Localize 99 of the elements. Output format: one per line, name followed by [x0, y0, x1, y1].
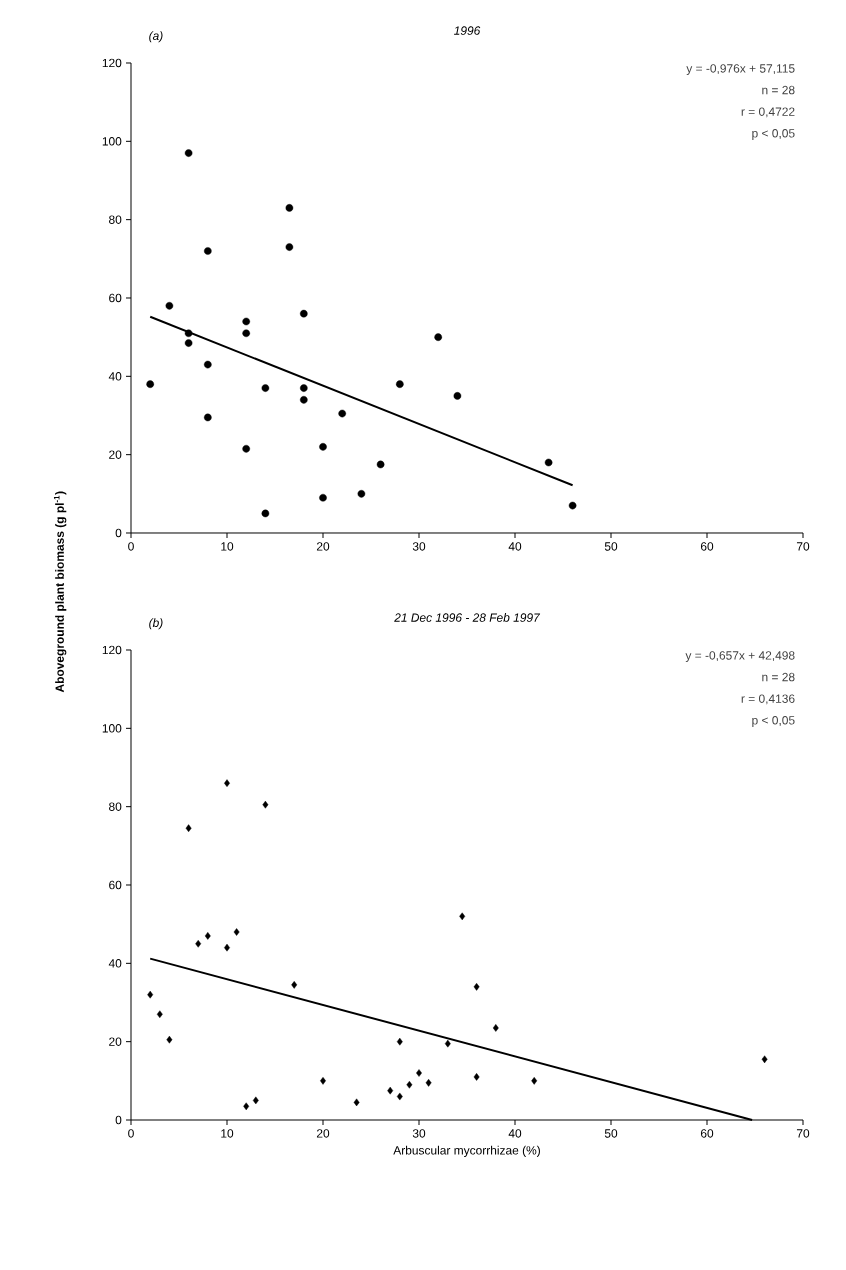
x-tick-label: 70: [796, 542, 810, 551]
y-tick-label: 100: [102, 724, 122, 733]
point: [184, 339, 193, 347]
point: [156, 1010, 163, 1019]
point: [473, 1073, 480, 1081]
x-tick-label: 40: [508, 1129, 522, 1138]
x-tick-label: 50: [604, 542, 618, 551]
x-tick-label: 30: [412, 1129, 426, 1138]
point: [406, 1080, 413, 1089]
annotation: p < 0,05: [752, 716, 795, 727]
point: [242, 329, 250, 338]
x-tick-label: 20: [316, 1129, 330, 1138]
point: [262, 800, 269, 809]
y-tick-label: 80: [109, 802, 122, 811]
point: [184, 149, 193, 157]
point: [242, 317, 250, 326]
x-tick-label: 60: [700, 542, 714, 551]
point: [416, 1069, 422, 1077]
point: [387, 1086, 394, 1095]
point: [444, 1039, 451, 1048]
chart-title: 21 Dec 1996 - 28 Feb 1997: [394, 613, 541, 622]
point: [204, 360, 212, 369]
point: [261, 384, 270, 392]
text: (a): [149, 31, 163, 43]
y-axis-title: Aboveground plant biomass (g pl$^{-1}$): [53, 491, 67, 693]
point: [147, 990, 154, 999]
point: [204, 932, 211, 940]
x-tick-label: 40: [508, 542, 522, 551]
point: [285, 243, 294, 251]
y-tick-label: 120: [102, 58, 122, 68]
annotation: p < 0,05: [752, 129, 795, 140]
y-tick-label: 100: [102, 137, 122, 146]
point: [353, 1098, 360, 1107]
point: [204, 247, 212, 255]
point: [300, 396, 308, 404]
point: [320, 1077, 326, 1085]
point: [204, 413, 212, 422]
point: [319, 443, 327, 451]
y-tick-label: 0: [115, 1115, 122, 1125]
point: [319, 493, 327, 502]
point: [357, 490, 366, 498]
point: [285, 204, 294, 212]
annotation: n = 28: [762, 672, 795, 682]
point: [165, 302, 174, 310]
point: [166, 1035, 173, 1044]
point: [761, 1055, 768, 1064]
x-tick-label: 20: [316, 542, 330, 551]
x-axis-title: Arbuscular mycorrhizae (%): [393, 1145, 540, 1157]
point: [261, 509, 270, 518]
x-tick-label: 0: [128, 542, 134, 551]
annotation: n = 28: [762, 85, 795, 95]
y-tick-label: 20: [109, 1037, 122, 1046]
y-tick-label: 120: [102, 645, 122, 655]
point: [338, 409, 346, 418]
point: [233, 928, 240, 936]
x-tick-label: 0: [128, 1129, 134, 1138]
x-tick-label: 10: [221, 542, 234, 551]
point: [224, 779, 230, 787]
y-tick-label: 80: [109, 215, 122, 224]
chart-title: 1996: [454, 26, 481, 35]
x-tick-label: 30: [412, 542, 426, 551]
annotation: y = -0,657x + 42,498: [685, 651, 795, 663]
annotation: r = 0,4136: [741, 694, 795, 705]
point: [291, 981, 298, 989]
point: [252, 1096, 259, 1105]
y-tick-label: 60: [109, 293, 122, 303]
x-tick-label: 10: [221, 1129, 234, 1138]
point: [376, 460, 385, 469]
point: [492, 1024, 499, 1032]
point: [195, 939, 202, 948]
point: [568, 501, 577, 510]
point: [300, 309, 308, 318]
x-tick-label: 50: [604, 1129, 618, 1138]
point: [434, 333, 442, 341]
point: [396, 1092, 403, 1101]
point: [453, 392, 462, 400]
point: [300, 384, 308, 392]
point: [531, 1077, 538, 1085]
point: [184, 329, 193, 338]
point: [544, 458, 553, 467]
annotation: y = -0,976x + 57,115: [686, 64, 795, 76]
text: (b): [149, 618, 163, 630]
point: [185, 824, 192, 832]
y-tick-label: 60: [109, 880, 122, 890]
y-tick-label: 40: [108, 959, 122, 968]
point: [146, 380, 154, 388]
annotation: r = 0,4722: [741, 107, 795, 118]
point: [243, 1102, 250, 1111]
x-tick-label: 70: [796, 1129, 810, 1138]
point: [473, 983, 480, 991]
point: [242, 444, 250, 453]
y-tick-label: 0: [115, 528, 122, 538]
point: [396, 1037, 403, 1046]
point: [396, 380, 404, 388]
y-tick-label: 40: [108, 372, 122, 381]
x-tick-label: 60: [700, 1129, 714, 1138]
point: [425, 1078, 432, 1087]
point: [459, 912, 466, 921]
y-tick-label: 20: [109, 450, 122, 459]
